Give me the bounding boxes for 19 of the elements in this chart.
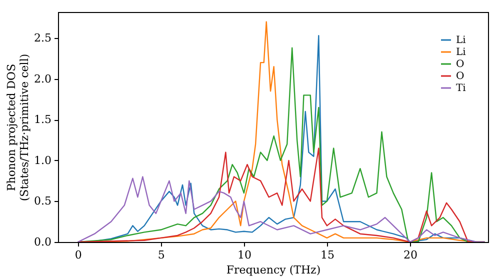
y-tick-label: 1.0 [34,154,52,167]
legend-label: O [456,59,464,70]
legend-label: O [456,71,464,82]
x-axis-title: Frequency (THz) [226,264,321,276]
y-tick-label: 2.5 [34,32,52,45]
line-series [77,176,486,242]
x-tick-label: 5 [158,248,165,262]
x-tick-label: 0 [74,248,82,262]
legend-label: Li [456,47,466,58]
x-tick-label: 15 [320,248,334,262]
y-tick-label: 1.5 [34,113,52,126]
y-tick-label: 0.0 [34,236,52,248]
x-tick-label: 20 [403,248,418,262]
x-tick-label: 10 [237,248,252,262]
legend-label: Ti [456,83,466,94]
legend-label: Li [456,35,466,46]
y-axis-title: Phonon projected DOS (States/THz·primitive cell) [5,54,32,202]
y-tick-label: 0.5 [34,194,52,208]
y-tick-label: 2.0 [34,72,52,86]
